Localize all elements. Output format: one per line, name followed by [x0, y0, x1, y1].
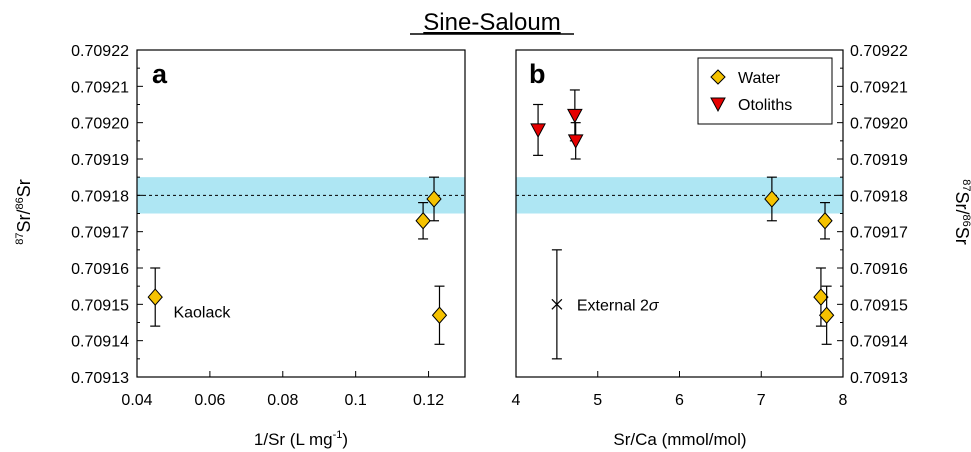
x-tick-label: 0.06 [194, 392, 225, 409]
x-marker [551, 298, 563, 310]
x-axis-a: 0.04 0.06 0.08 0.1 0.12 [121, 371, 444, 409]
x-tick-label: 7 [757, 392, 766, 409]
y-tick-label: 0.70920 [850, 116, 908, 133]
y-axis-left: 0.70913 0.70914 0.70915 0.70916 0.70917 0.709… [71, 43, 143, 387]
water-point [147, 288, 163, 306]
y-tick-label: 0.70922 [850, 43, 908, 60]
y-tick-label: 0.70917 [850, 225, 908, 242]
x-tick-label: 5 [593, 392, 602, 409]
plot-frame [515, 49, 844, 378]
y-tick-label: 0.70915 [71, 297, 129, 314]
water-point [818, 306, 835, 324]
y-axis-right: 0.70913 0.70914 0.70915 0.70916 0.70917 0.709… [837, 43, 908, 387]
y-tick-label: 0.70916 [71, 261, 129, 278]
y-tick-label: 0.70914 [71, 334, 129, 351]
legend-water-label: Water [738, 70, 781, 87]
x-tick-label: 4 [512, 392, 521, 409]
water-point [813, 288, 829, 306]
panel-label-b: b [529, 59, 546, 89]
water-point [764, 190, 780, 208]
panel-label-a: a [152, 59, 168, 89]
water-point [426, 190, 442, 208]
y-tick-label: 0.70921 [850, 79, 908, 96]
x-tick-label: 6 [675, 392, 684, 409]
y-tick-label: 0.70913 [71, 370, 129, 387]
water-point [817, 212, 833, 230]
legend: Water Otoliths [697, 57, 833, 125]
legend-otolith-label: Otoliths [738, 97, 792, 114]
y-tick-label: 0.70916 [850, 261, 908, 278]
y-tick-label: 0.70917 [71, 225, 129, 242]
y-tick-label: 0.70913 [850, 370, 908, 387]
x-axis-label-a: 1/Sr (L mg-1) [254, 429, 348, 449]
external-error-label: External 2σ [577, 297, 660, 314]
x-tick-label: 8 [839, 392, 848, 409]
x-tick-label: 0.12 [413, 392, 444, 409]
y-tick-label: 0.70914 [850, 334, 908, 351]
y-tick-label: 0.70918 [850, 188, 908, 205]
plot-frame [136, 49, 466, 378]
y-tick-label: 0.70919 [850, 152, 908, 169]
data-points-a [147, 176, 448, 345]
legend-box [697, 57, 833, 125]
x-tick-label: 0.04 [121, 392, 152, 409]
y-tick-label: 0.70920 [71, 116, 129, 133]
panel-b: 0.70913 0.70914 0.70915 0.70916 0.70917 0.709… [512, 43, 908, 449]
x-tick-label: 0.1 [345, 392, 367, 409]
y-tick-label: 0.70921 [71, 79, 129, 96]
otolith-point [567, 134, 584, 149]
legend-otolith-marker [710, 97, 726, 113]
legend-water-marker [710, 69, 726, 85]
water-point [431, 306, 448, 324]
otolith-point [567, 108, 583, 124]
external-error-bar [551, 249, 563, 360]
otolith-point [530, 123, 546, 138]
y-axis-label-right: 87Sr/86Sr [952, 179, 971, 245]
y-axis-label-left: 87Sr/86Sr [14, 179, 34, 245]
x-axis-label-b: Sr/Ca (mmol/mol) [613, 430, 746, 449]
y-tick-label: 0.70922 [71, 43, 129, 60]
data-points-b [530, 89, 835, 360]
y-tick-label: 0.70915 [850, 297, 908, 314]
y-tick-label: 0.70919 [71, 152, 129, 169]
x-tick-label: 0.08 [267, 392, 298, 409]
figure-title: Sine-Saloum [423, 9, 560, 36]
y-tick-label: 0.70918 [71, 188, 129, 205]
annotation-kaolack: Kaolack [173, 305, 231, 322]
water-point [415, 212, 431, 230]
panel-a: 0.70913 0.70914 0.70915 0.70916 0.70917 0.709… [71, 43, 466, 449]
